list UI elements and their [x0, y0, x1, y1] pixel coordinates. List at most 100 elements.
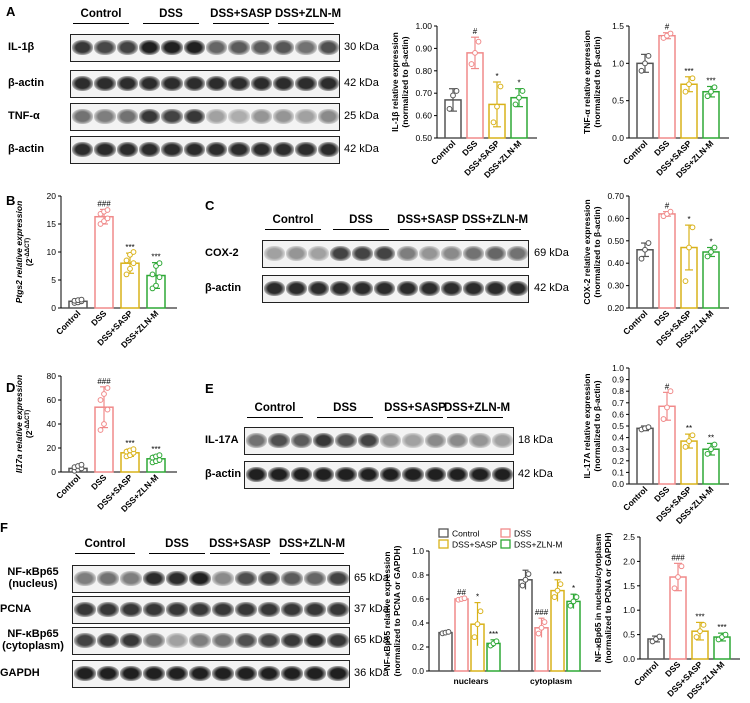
blot-band — [380, 467, 402, 482]
data-point — [130, 446, 137, 453]
blot-band — [286, 281, 308, 296]
blot-kda-label: 65 kDa — [354, 572, 389, 584]
blot-band — [206, 76, 228, 91]
data-point — [104, 207, 111, 213]
blot-strip — [70, 70, 340, 98]
blot-strip — [244, 461, 514, 489]
y-axis-label-line: TNF-α relative expression — [582, 30, 592, 134]
blot-group-underline — [73, 23, 129, 24]
data-point — [153, 282, 159, 289]
data-point — [700, 621, 707, 628]
blot-band — [317, 142, 339, 157]
blot-band — [327, 571, 349, 586]
blot-band — [295, 109, 317, 124]
significance-label: * — [495, 72, 498, 81]
significance-label: *** — [553, 570, 562, 579]
blot-strip — [70, 34, 340, 62]
data-point — [645, 240, 652, 246]
blot-band — [246, 433, 268, 448]
blot-band — [116, 109, 138, 124]
blot-band — [330, 246, 352, 261]
significance-label: *** — [151, 445, 160, 454]
blot-group-label: DSS — [159, 8, 183, 20]
significance-label: *** — [717, 623, 726, 632]
y-axis-label: NF-κBp65 relative expression(normalized … — [382, 545, 402, 676]
blot-band — [166, 666, 188, 681]
data-point — [445, 628, 452, 635]
blot-band — [313, 467, 335, 482]
y-axis-label: NF-κBp65 in nucleus/cytoplasm(normalized… — [593, 532, 613, 663]
blot-band — [327, 602, 349, 617]
blot-kda-label: 25 kDa — [344, 110, 379, 122]
panel-letter-e: E — [205, 381, 214, 396]
chart-nfkb-expression: NF-κBp65 relative expression(normalized … — [382, 528, 601, 686]
data-point — [156, 260, 163, 267]
blot-band — [264, 281, 286, 296]
blot-band — [72, 40, 94, 55]
blot-band — [352, 246, 374, 261]
data-point — [638, 255, 645, 262]
blot-band — [206, 142, 228, 157]
blot-band — [235, 602, 257, 617]
blot-group-underline — [213, 23, 269, 24]
y-tick-label: 1.5 — [612, 21, 624, 31]
blot-strip — [262, 275, 529, 303]
bar — [566, 600, 581, 672]
blot-kda-label: 36 kDa — [354, 667, 389, 679]
data-point — [497, 83, 504, 90]
significance-label: * — [572, 584, 575, 593]
blot-band — [74, 602, 96, 617]
bar — [658, 34, 676, 139]
data-point — [573, 594, 580, 600]
blot-band — [228, 109, 250, 124]
blot-band — [308, 246, 330, 261]
blot-group-underline — [465, 229, 521, 230]
legend-label: DSS — [514, 529, 532, 539]
blot-band — [94, 142, 116, 157]
blot-band — [189, 633, 211, 648]
blot-band — [143, 571, 165, 586]
blot-band — [120, 571, 142, 586]
blot-band — [139, 76, 161, 91]
blot-band — [166, 602, 188, 617]
data-point — [722, 631, 729, 638]
blot-band — [72, 76, 94, 91]
blot-band — [120, 602, 142, 617]
data-point — [472, 49, 478, 56]
blot-band — [295, 142, 317, 157]
legend-swatch — [500, 539, 511, 549]
blot-band — [212, 602, 234, 617]
x-tick-label: Control — [621, 138, 649, 166]
data-point — [689, 75, 696, 82]
blot-band — [72, 109, 94, 124]
y-tick-label: 1.0 — [412, 546, 424, 556]
significance-label: # — [665, 382, 670, 391]
legend-swatch — [438, 528, 449, 538]
blot-band — [268, 467, 290, 482]
data-point — [104, 215, 111, 222]
data-point — [671, 585, 678, 592]
blot-band — [357, 433, 379, 448]
blot-group-label: DSS+ZLN-M — [462, 214, 529, 226]
significance-label: ### — [97, 377, 111, 386]
blot-group-label: DSS+SASP — [397, 214, 459, 226]
blot-band — [273, 109, 295, 124]
blot-band — [143, 666, 165, 681]
blot-band — [97, 571, 119, 586]
data-point — [516, 94, 522, 101]
data-point — [104, 385, 111, 391]
blot-group-label: DSS — [333, 402, 357, 414]
data-point — [704, 93, 711, 100]
blot-band — [143, 602, 165, 617]
blot-band — [357, 467, 379, 482]
blot-band — [374, 281, 396, 296]
panel-letter-d: D — [6, 380, 16, 395]
legend-label: Control — [452, 529, 480, 539]
blot-band — [228, 76, 250, 91]
data-point — [156, 274, 163, 281]
blot-row-label: PCNA — [0, 603, 32, 615]
blot-group-label: DSS+ZLN-M — [275, 8, 342, 20]
significance-label: # — [665, 23, 670, 32]
blot-strip — [70, 136, 340, 164]
blot-band — [74, 571, 96, 586]
